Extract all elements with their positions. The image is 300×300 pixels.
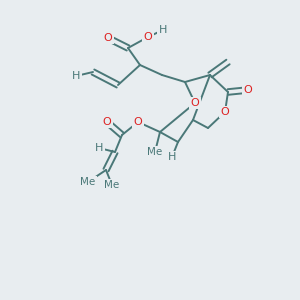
Text: Me: Me (80, 177, 96, 187)
Text: Me: Me (104, 180, 120, 190)
Text: H: H (168, 152, 176, 162)
Text: O: O (190, 98, 200, 108)
Text: O: O (144, 32, 152, 42)
Text: O: O (134, 117, 142, 127)
Text: H: H (159, 25, 167, 35)
Text: Me: Me (147, 147, 163, 157)
Text: H: H (95, 143, 103, 153)
Text: O: O (103, 117, 111, 127)
Text: O: O (244, 85, 252, 95)
Text: O: O (103, 33, 112, 43)
Text: H: H (72, 71, 80, 81)
Text: O: O (220, 107, 230, 117)
